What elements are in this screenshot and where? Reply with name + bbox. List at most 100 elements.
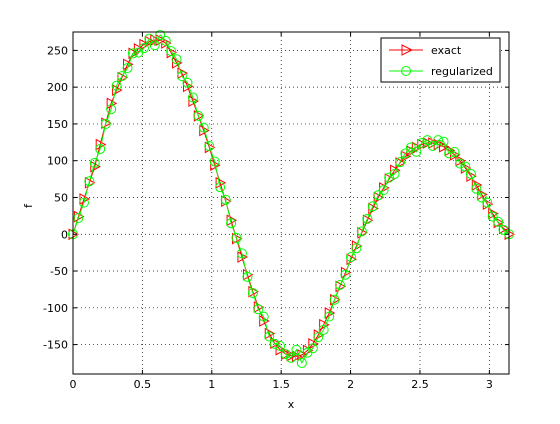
data-point-regularized <box>193 110 204 121</box>
data-point-exact <box>155 34 167 46</box>
data-point-regularized <box>454 158 465 169</box>
data-point-regularized <box>226 218 237 229</box>
data-point-regularized <box>269 338 280 349</box>
data-point-regularized <box>171 54 182 65</box>
data-point-regularized <box>73 213 84 224</box>
x-tick-label: 2 <box>347 378 354 391</box>
series-line-regularized <box>72 34 510 365</box>
data-point-regularized <box>378 185 389 196</box>
x-axis-label: x <box>288 398 295 411</box>
data-point-regularized <box>433 135 444 146</box>
data-point-regularized <box>449 146 460 157</box>
plot-frame <box>72 31 510 375</box>
legend-marker-regularized <box>401 66 411 76</box>
legend: exact regularized <box>380 37 501 83</box>
data-point-exact <box>319 318 330 331</box>
plot-background <box>73 32 509 374</box>
y-axis-label: f <box>22 203 35 208</box>
data-point-regularized <box>182 77 193 88</box>
data-point-regularized <box>389 168 400 179</box>
data-point-regularized <box>253 304 264 315</box>
y-tick-label: 150 <box>47 118 68 131</box>
data-point-regularized <box>160 35 171 46</box>
data-point-regularized <box>487 211 498 222</box>
data-point-regularized <box>313 332 324 343</box>
y-tick-label: 250 <box>47 44 68 57</box>
data-point-regularized <box>78 197 89 208</box>
data-point-regularized <box>149 40 160 51</box>
data-point-regularized <box>166 46 177 57</box>
data-point-exact <box>281 348 292 360</box>
data-point-regularized <box>324 311 335 322</box>
data-point-regularized <box>247 288 258 299</box>
ticks: 0 0.5 1 1.5 2 2.5 3 -150 -100 -50 0 50 100 150 200 250 <box>43 32 509 391</box>
data-point-regularized <box>236 248 247 259</box>
data-point-regularized <box>329 294 340 305</box>
y-tick-label: 50 <box>54 191 68 204</box>
data-point-regularized <box>138 43 149 54</box>
data-point-regularized <box>482 197 493 208</box>
data-point-exact <box>439 140 450 153</box>
data-point-regularized <box>95 143 106 154</box>
data-point-regularized <box>215 182 226 193</box>
data-point-regularized <box>307 343 318 354</box>
data-point-regularized <box>422 135 433 146</box>
data-point-regularized <box>204 141 215 151</box>
data-point-regularized <box>318 324 329 335</box>
data-point-regularized <box>400 148 411 159</box>
data-point-regularized <box>176 71 187 82</box>
data-point-regularized <box>220 194 231 205</box>
legend-label-exact: exact <box>431 44 462 57</box>
data-point-regularized <box>84 176 95 187</box>
data-point-regularized <box>427 141 438 151</box>
data-point-exact <box>215 176 227 189</box>
data-point-regularized <box>373 190 384 201</box>
y-tick-label: 200 <box>47 81 68 94</box>
data-point-exact <box>90 160 101 173</box>
data-point-exact <box>297 349 308 361</box>
data-point-regularized <box>384 172 395 183</box>
data-point-regularized <box>356 226 367 237</box>
data-point-regularized <box>411 146 422 157</box>
x-tick-label: 1.5 <box>272 378 290 391</box>
data-point-regularized <box>416 138 427 149</box>
legend-label-regularized: regularized <box>431 65 493 78</box>
data-point-regularized <box>198 122 209 133</box>
data-point-regularized <box>242 271 253 282</box>
series-layer <box>68 29 516 368</box>
legend-marker-exact <box>401 44 414 56</box>
x-tick-label: 0.5 <box>134 378 152 391</box>
y-tick-label: -100 <box>43 302 68 315</box>
data-point-regularized <box>394 157 405 168</box>
data-point-regularized <box>460 161 471 172</box>
data-point-regularized <box>111 80 122 91</box>
data-point-regularized <box>209 156 220 167</box>
data-point-regularized <box>122 63 133 74</box>
y-tick-label: -50 <box>50 265 68 278</box>
data-point-exact <box>112 84 123 96</box>
y-tick-label: 0 <box>61 228 68 241</box>
grid <box>73 32 509 374</box>
data-point-regularized <box>155 29 166 40</box>
y-tick-label: -150 <box>43 339 68 352</box>
data-point-regularized <box>493 216 504 227</box>
data-point-regularized <box>471 183 482 194</box>
data-point-regularized <box>264 331 275 342</box>
data-point-regularized <box>116 71 127 82</box>
data-point-regularized <box>187 92 198 103</box>
y-tick-label: 100 <box>47 155 68 168</box>
x-tick-label: 3 <box>486 378 493 391</box>
x-tick-label: 1 <box>208 378 215 391</box>
data-point-regularized <box>127 48 138 59</box>
data-point-exact <box>411 141 423 154</box>
data-point-regularized <box>340 269 351 280</box>
data-point-regularized <box>106 104 117 115</box>
data-point-regularized <box>258 311 269 322</box>
data-point-regularized <box>438 136 449 147</box>
data-point-regularized <box>231 232 242 243</box>
data-point-regularized <box>335 280 346 291</box>
data-point-regularized <box>144 33 155 44</box>
data-point-regularized <box>345 252 356 263</box>
